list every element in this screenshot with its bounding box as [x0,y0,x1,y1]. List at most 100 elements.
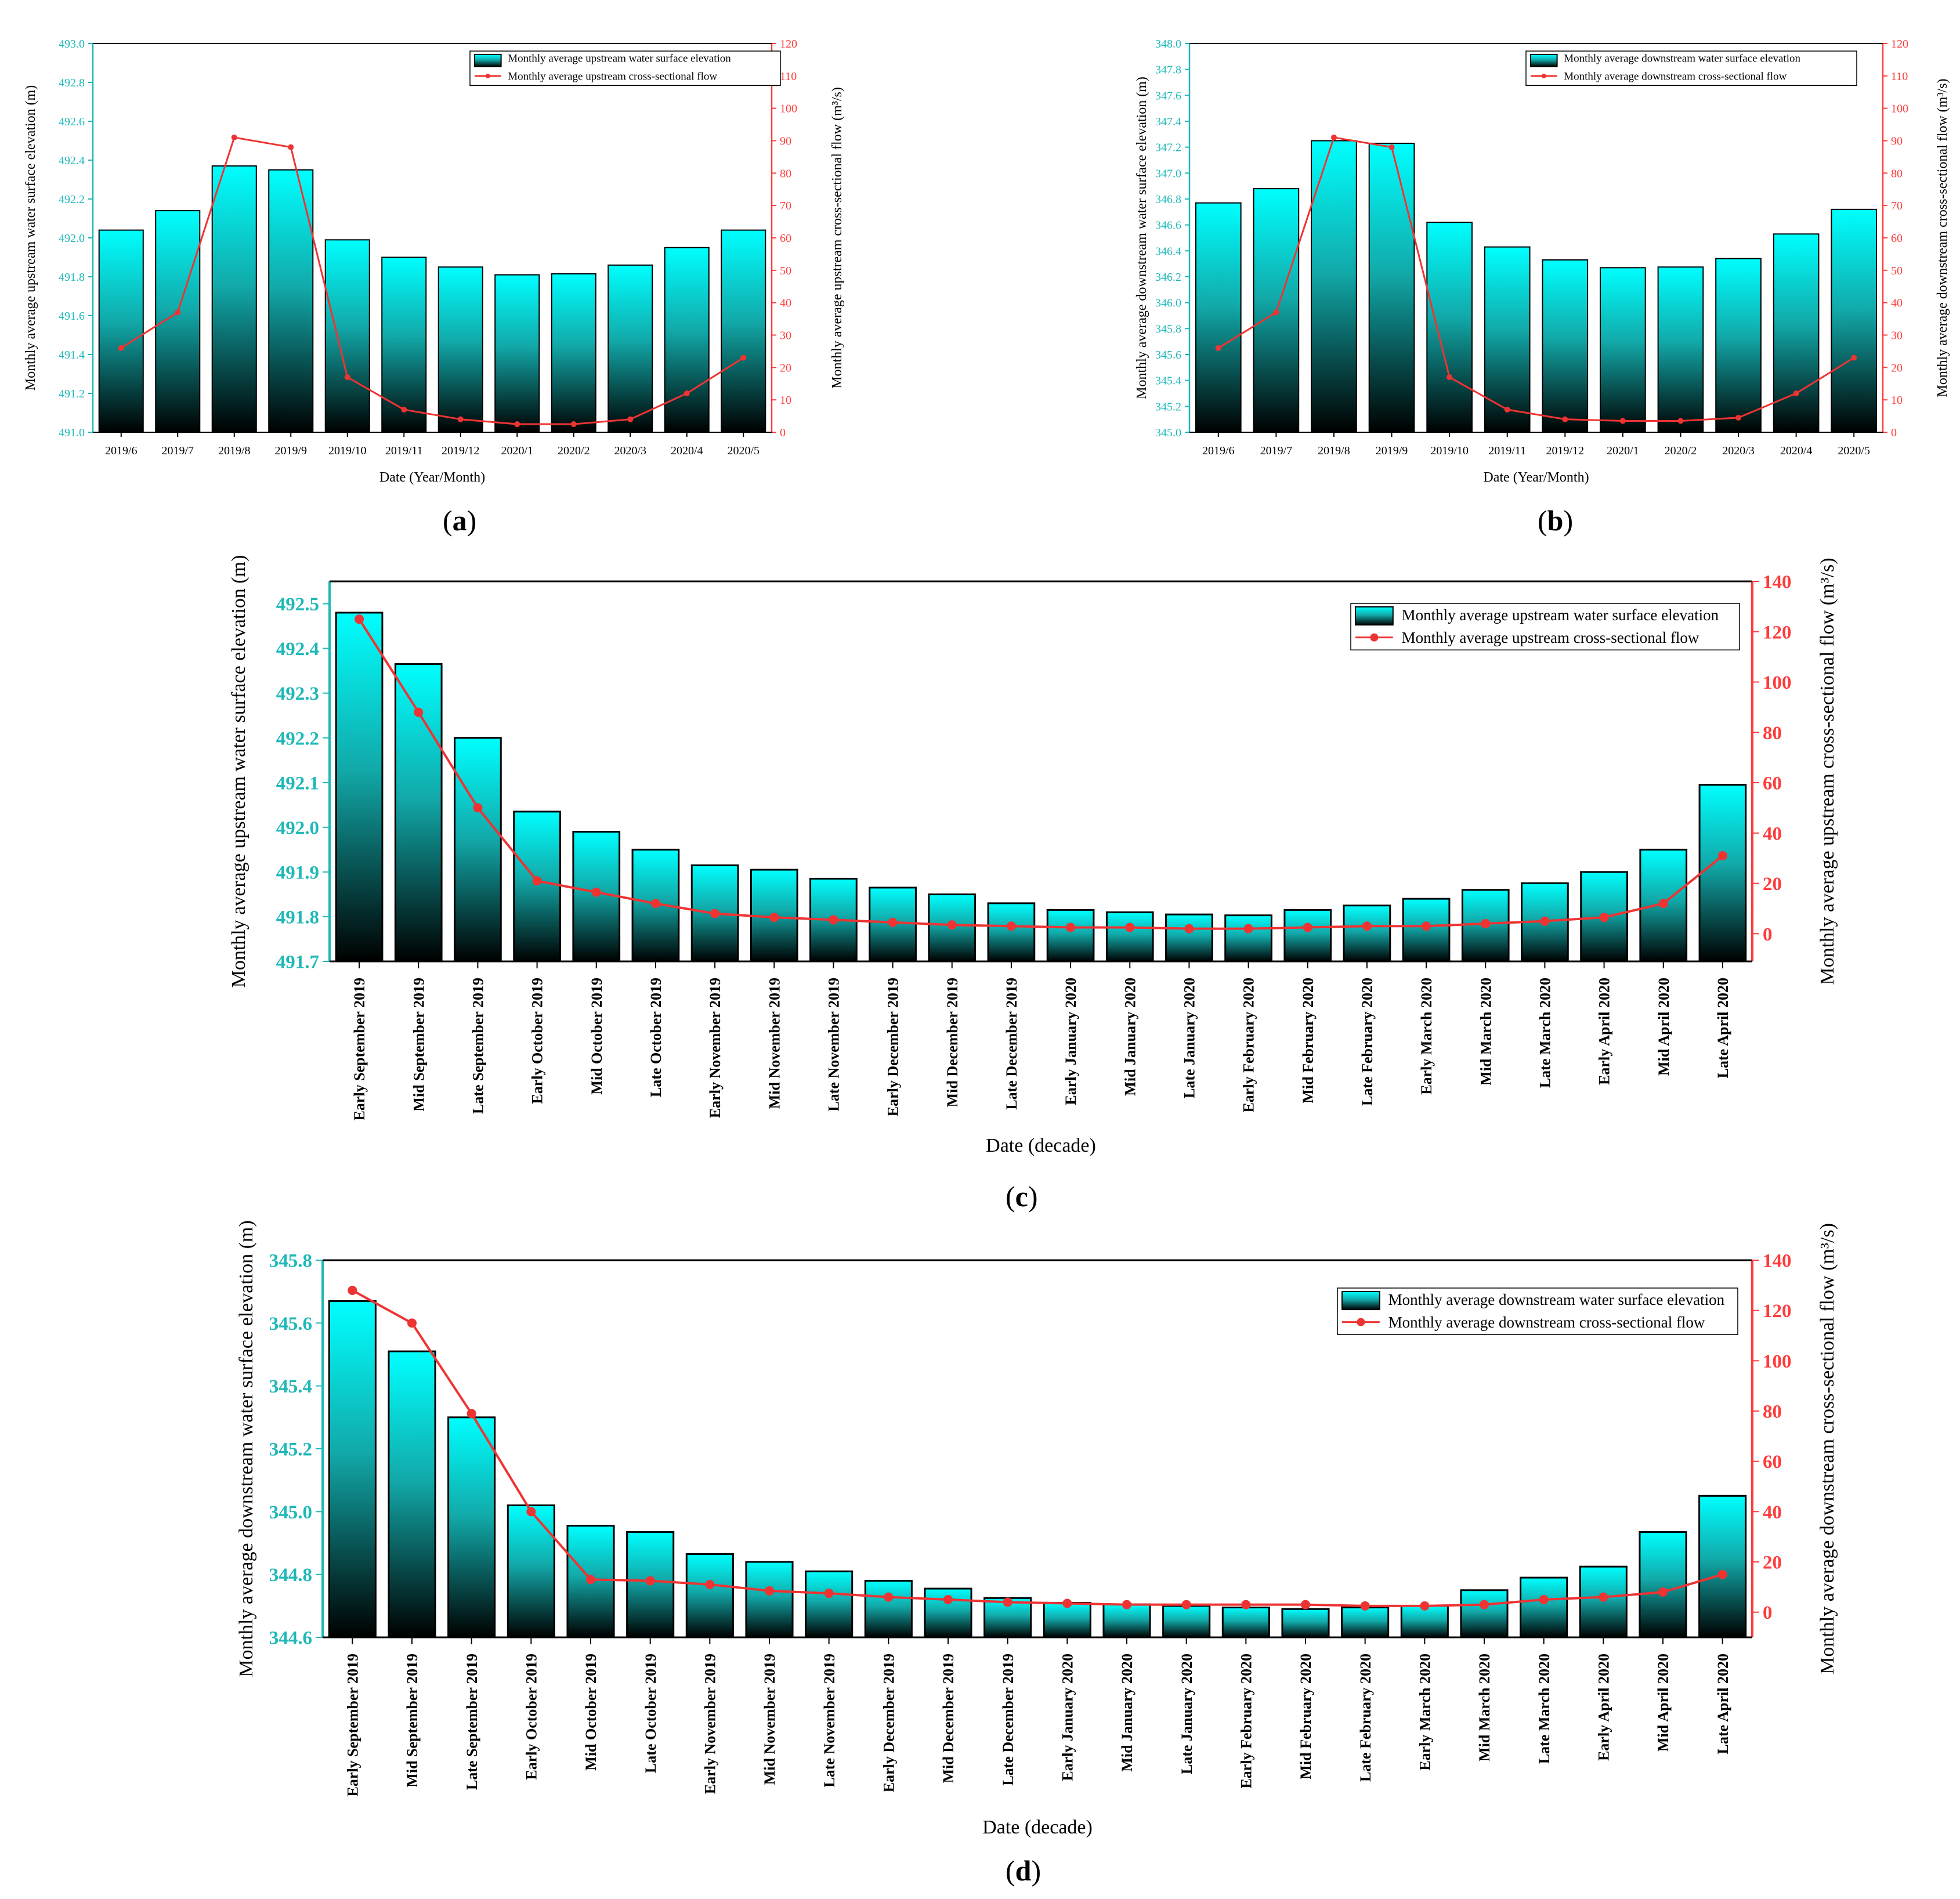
legend-box [1525,50,1857,86]
bar-22 [1639,1531,1687,1638]
x-tick-label-7: 2020/1 [501,444,533,457]
flow-point-7 [514,421,520,428]
x-tick-label-18: Early March 2020 [1416,1654,1433,1771]
flow-point-18 [1420,1601,1430,1611]
flow-point-23 [1717,851,1727,860]
x-tick-label-20: Late March 2020 [1536,1654,1553,1764]
left-tick-label-1: 345.2 [1155,400,1181,413]
bar-6 [685,1553,734,1638]
bar-3 [268,169,314,433]
right-tick-label-5: 50 [1891,265,1903,277]
bar-9 [864,1580,913,1638]
left-tick-label-6: 492.3 [276,683,319,704]
x-tick-label-12: Early January 2020 [1062,978,1079,1105]
left-tick-label-4: 492.1 [276,773,319,794]
bar-6 [1542,259,1589,433]
legend-box [469,50,781,86]
flow-line [352,1289,1723,1607]
right-tick-label-7: 140 [1763,1251,1792,1272]
x-tick-label-0: Early September 2019 [351,978,368,1121]
x-tick-label-4: Mid October 2019 [588,978,605,1095]
right-tick-label-2: 20 [1891,361,1903,374]
x-tick-label-1: 2019/7 [1260,444,1293,457]
chart-b: 345.0 345.2 345.4 345.6 345.8 346.0 346.2 346.4… [1134,38,1950,485]
right-tick-label-4: 80 [1763,723,1782,744]
x-tick-label-22: Mid April 2020 [1655,1654,1672,1752]
bar-6 [437,266,483,433]
legend-line-marker [1370,633,1379,642]
x-tick-label-6: Early November 2019 [701,1654,718,1794]
bar-7 [745,1561,794,1638]
bar-20 [1520,1576,1568,1638]
flow-point-20 [1540,916,1550,926]
bar-2 [1311,140,1357,433]
bar-3 [1368,142,1415,433]
legend-line-marker [485,74,490,79]
flow-point-8 [1677,418,1684,424]
bar-0 [335,612,384,963]
x-tick-label-4: 2019/10 [328,444,367,457]
right-tick-label-11: 110 [780,70,797,83]
flow-point-5 [650,899,660,909]
legend-box [1350,603,1740,650]
right-tick-label-11: 110 [1891,70,1908,83]
x-tick-label-18: Early March 2020 [1418,978,1435,1095]
legend-box [1337,1287,1738,1335]
bar-23 [1698,784,1747,963]
x-tick-label-3: 2019/9 [274,444,307,457]
right-tick-label-9: 90 [1891,135,1903,148]
x-tick-label-19: Mid March 2020 [1476,1654,1493,1761]
flow-point-15 [1243,924,1253,934]
bar-13 [1105,911,1154,963]
x-tick-label-5: Late October 2019 [648,978,664,1097]
left-axis-title: Monthly average downstream water surface… [1134,77,1149,399]
x-tick-label-0: 2019/6 [1202,444,1235,457]
x-tick-label-3: 2019/9 [1376,444,1408,457]
right-tick-label-0: 0 [1891,426,1897,439]
left-tick-label-9: 492.8 [59,77,85,89]
left-tick-label-8: 492.5 [276,594,319,615]
x-tick-label-9: Early December 2019 [885,978,902,1116]
left-axis-title: Monthly average downstream water surface… [236,1220,257,1677]
right-tick-label-10: 100 [780,103,797,115]
x-tick-label-14: Late January 2020 [1181,978,1198,1098]
right-tick-label-3: 60 [1763,773,1782,794]
bar-21 [1579,1565,1628,1638]
x-tick-label-17: Late February 2020 [1357,1654,1374,1782]
bar-12 [1043,1601,1091,1638]
left-tick-label-15: 348.0 [1155,38,1181,50]
x-tick-label-9: 2020/3 [1722,444,1755,457]
flow-point-11 [1006,921,1016,931]
bar-8 [1657,266,1704,433]
right-tick-label-0: 0 [1763,924,1773,945]
flow-point-5 [401,406,407,413]
flow-point-10 [1793,390,1799,396]
flow-point-17 [1360,1601,1370,1611]
bar-17 [1343,905,1391,963]
flow-point-15 [1241,1600,1251,1609]
flow-point-6 [705,1580,715,1589]
x-tick-label-15: Early February 2020 [1241,978,1257,1113]
left-tick-label-10: 493.0 [59,38,85,50]
left-tick-label-5: 346.0 [1155,297,1181,310]
right-tick-label-6: 120 [1763,622,1792,643]
flow-point-0 [118,345,124,351]
right-tick-label-7: 140 [1763,572,1792,593]
bar-1 [388,1350,436,1638]
flow-point-0 [1215,345,1221,351]
left-tick-label-11: 347.2 [1155,142,1181,154]
x-tick-label-8: Late November 2019 [821,1654,838,1788]
left-tick-label-8: 492.6 [59,115,85,128]
x-tick-label-6: 2019/12 [1546,444,1585,457]
right-tick-label-2: 20 [780,361,791,374]
x-tick-label-3: Early October 2019 [529,978,546,1104]
left-tick-label-1: 344.8 [269,1565,312,1586]
flow-point-1 [407,1318,417,1328]
left-tick-label-2: 345.4 [1155,375,1181,388]
flow-point-14 [1181,1600,1191,1609]
x-tick-label-6: Early November 2019 [707,978,724,1118]
legend-bar-swatch [1341,1291,1380,1311]
flow-point-12 [1066,923,1076,932]
legend-bar-swatch [1355,606,1394,626]
